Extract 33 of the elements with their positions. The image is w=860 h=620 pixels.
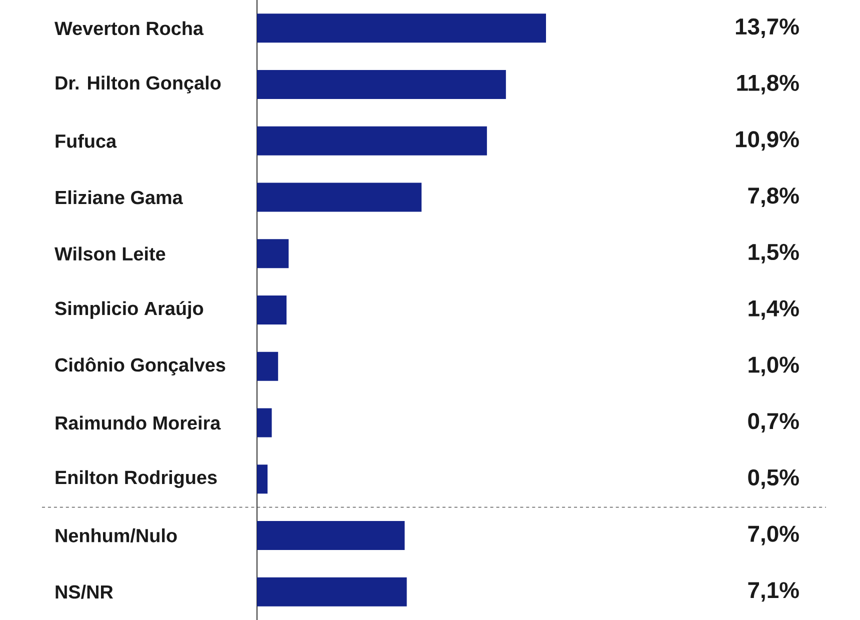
y-tick-label: NS/NR — [56, 584, 114, 599]
y-tick-label: Cidônio Gonçalves — [55, 357, 226, 376]
bar — [257, 70, 506, 100]
bar — [257, 352, 278, 381]
y-tick-label: Dr. Hilton Gonçalo — [56, 76, 221, 94]
data-label: 7,1% — [748, 582, 799, 602]
bar — [257, 577, 407, 606]
data-label: 0,7% — [748, 412, 799, 433]
y-tick-label: Weverton Rocha — [54, 21, 204, 36]
y-tick-label: Wilson Leite — [54, 246, 166, 261]
y-tick-label: Enilton Rodrigues — [56, 470, 217, 488]
bar — [257, 126, 487, 156]
bar — [257, 520, 405, 550]
bar — [257, 464, 268, 494]
bar — [257, 408, 272, 438]
y-tick-label: Nenhum/Nulo — [56, 528, 177, 543]
data-label: 7,0% — [748, 526, 799, 546]
y-tick-label: Fufuca — [56, 134, 117, 148]
bar — [257, 296, 287, 325]
data-label: 1,4% — [748, 300, 799, 320]
data-label: 1,5% — [748, 244, 799, 264]
data-label: 0,5% — [748, 469, 799, 489]
data-label: 7,8% — [748, 188, 799, 208]
data-label: 11,8% — [737, 74, 799, 94]
bar — [257, 14, 546, 43]
bar — [257, 239, 289, 268]
y-tick-label: Raimundo Moreira — [56, 416, 221, 430]
y-tick-label: Simplicio Araújo — [55, 301, 204, 319]
data-label: 10,9% — [736, 131, 799, 151]
y-tick-label: Eliziane Gama — [56, 190, 183, 204]
data-label: 1,0% — [748, 356, 799, 376]
bar — [257, 182, 422, 212]
data-label: 13,7% — [736, 18, 799, 38]
